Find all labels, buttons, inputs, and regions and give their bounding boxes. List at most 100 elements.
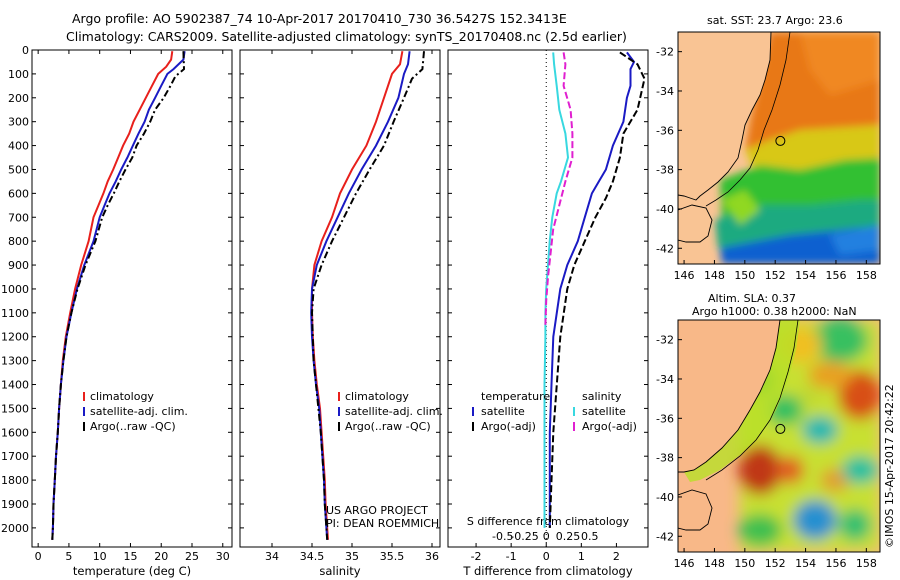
difference-xtick-label: 2 [613,550,620,563]
temperature-ytick-label: 1600 [1,426,29,439]
salinity-legend-label: satellite-adj. clim. [345,405,443,418]
temperature-legend-label: Argo(..raw -QC) [90,420,176,433]
difference-frame [447,49,649,548]
temperature-series-climatology [51,51,174,540]
salinity-legend-label: climatology [345,390,409,403]
salinity-xtick-label: 35.5 [380,550,405,563]
sla-coast-land [678,320,780,472]
difference-stick-label: 0 [543,530,550,543]
sla-map-ytick-label: -32 [656,334,674,347]
sst-map-ytick-label: -42 [656,242,674,255]
difference-legend-label-s: satellite [582,405,626,418]
temperature-ytick-label: 1300 [1,355,29,368]
temperature-ytick-label: 1400 [1,379,29,392]
temperature-ytick-label: 1500 [1,402,29,415]
difference-series-t-satellite [548,51,636,528]
sla-map: Altim. SLA: 0.37 Argo h1000: 0.38 h2000:… [656,292,881,570]
temperature-ytick-label: 800 [8,235,29,248]
credit-text: ©IMOS 15-Apr-2017 20:42:22 [883,384,896,548]
salinity-xtick-label: 34 [265,550,279,563]
difference-xtick-label: 1 [578,550,585,563]
sla-bathymetry [705,320,799,481]
temperature-ytick-label: 2000 [1,522,29,535]
difference-stick-label: -0.5 [492,530,513,543]
difference-stick-label: -0.25 [510,530,538,543]
temperature-ytick-label: 1700 [1,450,29,463]
sla-map-title: Altim. SLA: 0.37 [708,292,796,305]
salinity-legend-label: Argo(..raw -QC) [345,420,431,433]
salinity-xlabel: salinity [319,564,360,578]
difference-panel: -2 -1 0 1 2 -0.5-0.25 0 0.25 0.5 S difference fro… [447,49,649,578]
sst-map-xtick-label: 150 [734,269,755,282]
sst-map-xtick-label: 154 [795,269,816,282]
header-line-1: Argo profile: AO 5902387_74 10-Apr-2017 … [72,11,567,26]
salinity-frame [239,49,441,548]
difference-legend-title-t: temperature [481,390,550,403]
sla-coastline [678,320,781,473]
sst-argo-marker [775,135,786,146]
sst-tasmania [678,205,712,242]
sla-map-ytick-label: -34 [656,373,674,386]
sla-map-xtick-label: 150 [734,557,755,570]
sst-map-ytick-label: -40 [656,203,674,216]
difference-legend-label-s: Argo(-adj) [582,420,637,433]
temperature-panel: 0 5 10 15 20 25 300100200300400500600700800900… [1,44,233,578]
temperature-frame [31,49,233,548]
temperature-xtick-label: 0 [35,550,42,563]
difference-stick-label: 0.5 [581,530,599,543]
temperature-ytick-label: 1800 [1,474,29,487]
salinity-series-climatology [311,51,404,540]
difference-series-s-argo [544,52,574,325]
temperature-xtick-label: 30 [216,550,230,563]
salinity-series-satellite-adj-clim- [310,51,411,540]
sla-map-xtick-label: 148 [704,557,725,570]
sst-map-ytick-label: -34 [656,85,674,98]
temperature-ytick-label: 200 [8,92,29,105]
salinity-annotation: PI: DEAN ROEMMICH [326,517,439,530]
salinity-xtick-label: 36 [425,550,439,563]
sst-field [715,32,880,264]
temperature-xtick-label: 5 [65,550,72,563]
temperature-xlabel: temperature (deg C) [73,564,191,578]
temperature-series-argo-raw-qc- [51,51,186,540]
difference-legend-label-t: Argo(-adj) [481,420,536,433]
sst-map: sat. SST: 23.7 Argo: 23.6 146 148 150 152 15… [656,14,881,282]
sla-tasmania [678,490,712,530]
temperature-ytick-label: 1100 [1,307,29,320]
sst-map-xtick-label: 158 [856,269,877,282]
salinity-panel: 34 34.5 35 35.5 36 salinity climatology satelli… [239,49,443,578]
difference-xlabel: T difference from climatology [462,564,633,578]
sla-map-ytick-label: -40 [656,491,674,504]
salinity-xtick-label: 34.5 [300,550,325,563]
difference-series-s-satellite [543,52,570,528]
temperature-series-satellite-adj-clim- [51,51,186,540]
difference-series-t-argo [548,51,646,528]
temperature-xtick-label: 20 [154,550,168,563]
sla-map-subtitle: Argo h1000: 0.38 h2000: NaN [692,305,857,318]
salinity-annotation: US ARGO PROJECT [326,504,428,517]
sla-map-ytick-label: -38 [656,452,674,465]
salinity-xtick-label: 35 [345,550,359,563]
sla-shelf [684,320,800,482]
temperature-xtick-label: 25 [185,550,199,563]
difference-stick-label: 0.25 [556,530,581,543]
sla-map-xtick-label: 158 [856,557,877,570]
sst-map-xtick-label: 148 [704,269,725,282]
sst-coast-land [678,32,771,200]
sst-map-xtick-label: 146 [674,269,695,282]
sst-map-title: sat. SST: 23.7 Argo: 23.6 [707,14,843,27]
temperature-ytick-label: 1200 [1,331,29,344]
difference-xlabel-top: S difference from climatology [467,515,630,528]
sla-tas-coast [678,489,713,531]
temperature-ytick-label: 600 [8,187,29,200]
sst-bathymetry [705,32,791,207]
sla-map-xtick-label: 152 [765,557,786,570]
sla-map-xtick-label: 156 [825,557,846,570]
temperature-legend-label: satellite-adj. clim. [90,405,188,418]
sla-map-xtick-label: 146 [674,557,695,570]
temperature-ytick-label: 700 [8,211,29,224]
temperature-ytick-label: 400 [8,140,29,153]
temperature-ytick-label: 500 [8,163,29,176]
difference-xtick-label: -2 [471,550,482,563]
